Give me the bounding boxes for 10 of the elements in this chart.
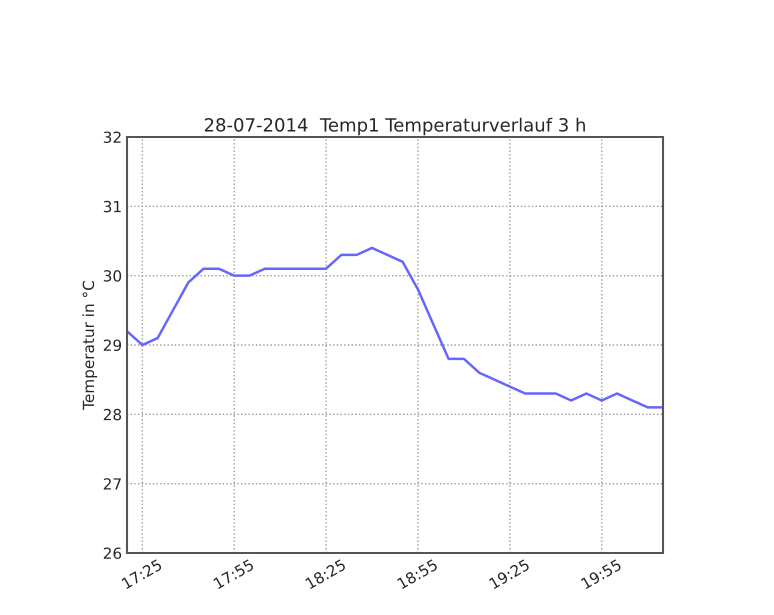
y-axis-title: Temperatur in °C [82, 280, 98, 410]
y-tick-label: 29 [104, 339, 122, 352]
y-tick-label: 27 [104, 478, 121, 490]
line-series [127, 246, 663, 409]
y-tick-label: 30 [104, 270, 122, 282]
y-tick-label: 31 [104, 200, 121, 212]
y-tick-label: 26 [104, 547, 122, 560]
y-tick-label: 32 [104, 131, 121, 144]
y-tick-label: 28 [104, 408, 122, 420]
chart-title: 28-07-2014 Temp1 Temperaturverlauf 3 h [204, 118, 585, 136]
